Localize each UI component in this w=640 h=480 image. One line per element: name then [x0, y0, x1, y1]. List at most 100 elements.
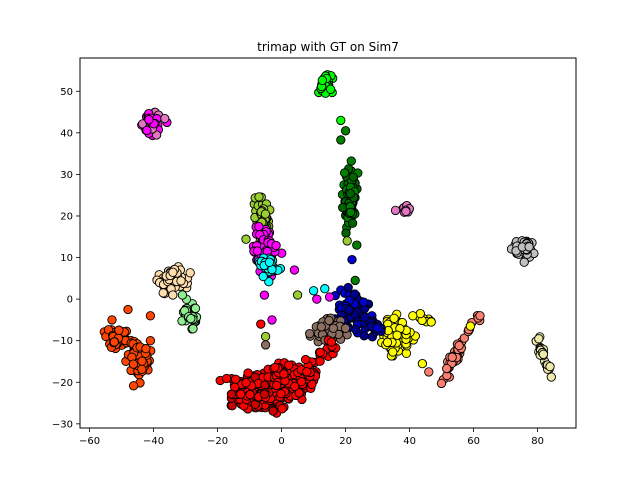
- data-point: [271, 380, 282, 391]
- data-point: [145, 311, 156, 321]
- data-point: [289, 265, 300, 275]
- data-point: [315, 356, 325, 366]
- data-point: [230, 374, 241, 384]
- data-point: [360, 312, 370, 322]
- data-point: [177, 290, 188, 300]
- data-point: [145, 336, 156, 346]
- data-point: [315, 347, 325, 358]
- data-point: [267, 315, 277, 325]
- data-point: [188, 324, 198, 334]
- y-tick-label: 20: [60, 211, 73, 222]
- data-point: [436, 378, 447, 389]
- data-point: [382, 337, 393, 348]
- data-point: [359, 297, 369, 307]
- data-point: [352, 240, 362, 250]
- x-tick-label: 20: [339, 436, 352, 447]
- data-point: [475, 311, 485, 321]
- data-point: [454, 340, 464, 351]
- data-point: [160, 113, 170, 124]
- data-point: [465, 321, 476, 331]
- data-point: [137, 364, 147, 374]
- data-point: [346, 156, 356, 166]
- data-point: [226, 389, 237, 399]
- x-tick-label: −60: [79, 436, 100, 447]
- data-point: [350, 275, 360, 286]
- data-point: [340, 323, 351, 333]
- data-point: [245, 389, 255, 400]
- data-point: [324, 315, 334, 326]
- data-point: [276, 389, 286, 399]
- data-point: [241, 378, 251, 388]
- data-point: [347, 254, 357, 265]
- data-point: [221, 373, 232, 384]
- data-point: [241, 234, 251, 244]
- y-tick-label: 50: [60, 87, 73, 98]
- y-tick-label: 30: [60, 170, 73, 181]
- y-tick-label: 40: [60, 128, 73, 139]
- y-tick-label: −30: [52, 419, 73, 430]
- x-axis: −60 −40 −20 0 20 40 60 80: [79, 428, 544, 447]
- data-point: [336, 135, 346, 145]
- x-tick-label: −40: [143, 436, 164, 447]
- data-point: [302, 367, 312, 377]
- data-point: [259, 290, 270, 300]
- data-point: [144, 115, 154, 125]
- y-axis: −30 −20 −10 0 10 20 30 40 50: [52, 87, 80, 430]
- data-point: [545, 361, 555, 372]
- data-point: [128, 381, 139, 391]
- data-point: [538, 349, 549, 359]
- data-point: [260, 209, 271, 219]
- data-point: [546, 372, 556, 382]
- data-point: [277, 404, 287, 414]
- data-point: [388, 347, 398, 357]
- plot-frame: [79, 57, 577, 429]
- data-point: [442, 363, 452, 374]
- data-point: [372, 323, 383, 333]
- data-point: [345, 207, 356, 218]
- data-point: [168, 267, 178, 277]
- data-point: [339, 168, 350, 178]
- data-point: [320, 284, 330, 294]
- data-point: [264, 257, 275, 267]
- points-layer: [99, 70, 556, 418]
- data-point: [424, 367, 434, 377]
- data-point: [336, 115, 346, 126]
- x-tick-label: 0: [278, 436, 284, 447]
- x-tick-label: 40: [403, 436, 416, 447]
- data-point: [114, 325, 124, 335]
- data-point: [270, 362, 280, 373]
- data-point: [252, 246, 263, 256]
- data-point: [290, 381, 300, 392]
- data-point: [389, 313, 399, 323]
- data-point: [264, 277, 274, 287]
- data-point: [186, 313, 196, 324]
- data-point: [338, 202, 348, 213]
- data-point: [190, 303, 201, 314]
- data-point: [316, 322, 326, 332]
- data-point: [417, 358, 428, 369]
- data-point: [524, 242, 534, 252]
- chart-title: trimap with GT on Sim7: [257, 40, 399, 54]
- data-point: [141, 344, 151, 354]
- data-point: [401, 206, 411, 217]
- data-point: [259, 389, 270, 399]
- data-point: [426, 317, 436, 327]
- data-point: [325, 84, 336, 94]
- data-point: [158, 288, 168, 298]
- x-tick-label: 80: [531, 436, 544, 447]
- data-point: [317, 75, 327, 85]
- data-point: [347, 218, 358, 228]
- data-point: [392, 330, 402, 340]
- data-point: [254, 192, 264, 202]
- data-point: [324, 292, 335, 302]
- data-point: [176, 276, 186, 286]
- data-point: [185, 268, 195, 278]
- data-point: [534, 334, 544, 344]
- data-point: [296, 377, 307, 387]
- data-point: [109, 337, 119, 347]
- data-point: [271, 240, 281, 251]
- data-point: [326, 337, 337, 347]
- x-tick-label: −20: [207, 436, 228, 447]
